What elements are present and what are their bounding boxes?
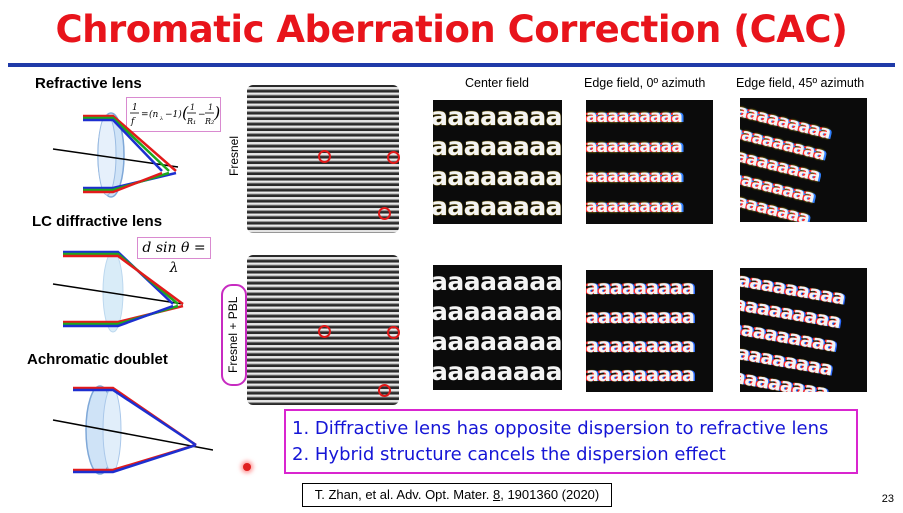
svg-text:−1): −1) [165, 109, 182, 120]
title-divider [8, 63, 895, 67]
field-marker [318, 150, 331, 163]
column-header-edge-45: Edge field, 45º azimuth [736, 76, 865, 90]
svg-text:(: ( [182, 103, 189, 122]
column-header-edge-0: Edge field, 0º azimuth [584, 76, 706, 90]
citation-prefix: T. Zhan, et al. Adv. Opt. Mater. [314, 487, 493, 502]
laser-pointer-dot [243, 463, 251, 471]
refractive-lens-diagram [52, 112, 179, 198]
row-label-fresnel: Fresnel [227, 135, 241, 176]
field-marker [378, 207, 391, 220]
field-marker [378, 384, 391, 397]
conclusions-box: 1. Diffractive lens has opposite dispers… [284, 409, 858, 474]
fresnel-pbl-edge-0-image: aaaaaaaaa aaaaaaaaa aaaaaaaaa aaaaaaaaa [586, 270, 713, 392]
svg-text:=: = [141, 110, 149, 120]
field-marker [318, 325, 331, 338]
slide-title: Chromatic Aberration Correction (CAC) [55, 8, 848, 51]
lc-diffractive-lens-label: LC diffractive lens [32, 213, 163, 230]
column-header-center: Center field [465, 76, 529, 90]
fresnel-edge-0-image: aaaaaaaaa aaaaaaaaa aaaaaaaaa aaaaaaaaa [586, 100, 713, 224]
fresnel-pbl-edge-45-image: aaaaaaaaa aaaaaaaaa aaaaaaaaa aaaaaaaaa aaaa… [740, 268, 867, 392]
citation-volume: 8 [492, 487, 501, 502]
svg-text:1: 1 [132, 103, 138, 113]
grating-equation: d sin θ = λ [137, 237, 211, 276]
citation: T. Zhan, et al. Adv. Opt. Mater. 8, 1901… [302, 483, 612, 507]
svg-text:1: 1 [208, 103, 213, 112]
svg-text:R₁: R₁ [186, 117, 196, 126]
field-marker [387, 326, 400, 339]
svg-text:R₂: R₂ [204, 117, 214, 126]
achromatic-doublet-label: Achromatic doublet [27, 351, 168, 368]
svg-text:f: f [130, 117, 136, 127]
fresnel-edge-45-image: aaaaaaaaa aaaaaaaaa aaaaaaaaa aaaaaaaaa aaaa… [740, 98, 867, 222]
conclusion-item-2: 2. Hybrid structure cancels the dispersi… [292, 444, 726, 465]
row-label-outline [221, 284, 247, 386]
citation-suffix: , 1901360 (2020) [500, 487, 600, 502]
svg-text:): ) [213, 103, 220, 122]
lc-diffractive-lens-diagram [52, 250, 184, 333]
refractive-lens-label: Refractive lens [35, 75, 142, 92]
conclusion-item-1: 1. Diffractive lens has opposite dispers… [292, 418, 829, 439]
svg-text:1: 1 [190, 103, 195, 112]
svg-text:λ: λ [159, 116, 163, 122]
svg-text:−: − [198, 110, 206, 120]
page-number: 23 [881, 493, 894, 505]
row-label-fresnel-pbl: Fresnel + PBL [226, 296, 240, 373]
field-marker [387, 151, 400, 164]
svg-text:(n: (n [149, 109, 159, 120]
achromatic-doublet-diagram [52, 385, 213, 475]
lens-maker-formula: 1 f = (n λ −1) ( 1 R₁ − 1 R₂ ) [126, 97, 221, 132]
